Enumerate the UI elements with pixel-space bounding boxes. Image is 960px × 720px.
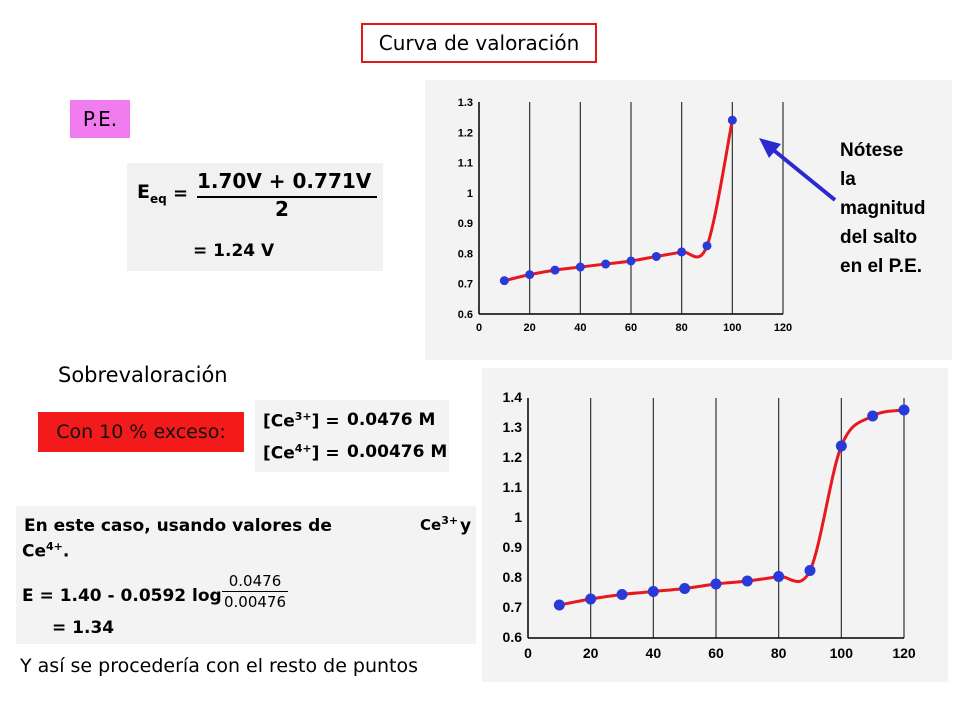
y-tick-label: 0.7 (503, 599, 523, 615)
data-point (553, 599, 565, 611)
y-tick-label: 1.1 (503, 479, 523, 495)
y-tick-label: 1.4 (503, 389, 523, 405)
eq-fraction-bar (197, 196, 377, 198)
eq-denominator: 2 (275, 197, 289, 221)
data-point (773, 571, 785, 582)
titration-chart-1: 0.6 0.7 0.8 0.9 1 1.1 1.2 1.3 0 20 40 60 80 100 120 Nót… (425, 80, 952, 360)
caso-formula: E = 1.40 - 0.0592 log (22, 586, 222, 606)
y-tick-label: 0.9 (503, 539, 523, 555)
x-tick-label: 60 (708, 645, 724, 661)
conc-ce4: [Ce4+] = 0.00476 M (263, 442, 448, 464)
y-tick-label: 1.2 (503, 449, 523, 465)
titration-curve (559, 408, 905, 607)
caso-result: = 1.34 (52, 618, 115, 638)
annotation-line: del salto (840, 227, 917, 248)
data-point (651, 251, 661, 261)
data-point (601, 259, 611, 269)
caso-ce4: Ce4+. (22, 540, 70, 562)
data-point (550, 265, 560, 275)
data-point (647, 586, 659, 597)
y-tick-label: 0.9 (458, 218, 473, 230)
data-point (898, 404, 910, 416)
data-point (626, 256, 636, 266)
annotation-arrow (769, 146, 837, 202)
data-point (616, 589, 628, 600)
annotation-line: Nótese (840, 140, 903, 161)
titration-chart-2-svg: 0.6 0.7 0.8 0.9 1 1.1 1.2 1.3 1.4 0 20 40 60 80 100 120 (503, 389, 916, 661)
caso-ce3: Ce3+ (420, 514, 459, 534)
x-tick-label: 0 (524, 645, 532, 661)
eq-result: = 1.24 V (193, 241, 275, 261)
data-point (525, 270, 535, 280)
data-point (867, 410, 879, 422)
data-point (575, 262, 585, 272)
y-tick-label: 1 (514, 509, 522, 525)
data-point (679, 583, 691, 594)
annotation-line: la (840, 169, 856, 190)
data-point (727, 115, 737, 125)
y-tick-label: 1 (467, 188, 473, 200)
pe-label: P.E. (70, 100, 130, 138)
data-point (499, 276, 509, 286)
titration-chart-2: 0.6 0.7 0.8 0.9 1 1.1 1.2 1.3 1.4 0 20 40 60 80 100 120 (482, 368, 948, 682)
sobrevaloracion-label: Sobrevaloración (58, 363, 228, 387)
y-tick-label: 0.7 (458, 279, 473, 291)
slide-title: Curva de valoración (361, 23, 597, 63)
y-tick-label: 0.6 (503, 629, 523, 645)
data-point (710, 578, 722, 590)
data-point (702, 241, 712, 251)
x-tick-label: 60 (625, 322, 637, 334)
x-tick-label: 80 (676, 322, 688, 334)
y-tick-label: 1.1 (458, 158, 473, 170)
exceso-label: Con 10 % exceso: (38, 412, 244, 452)
annotation-arrowhead (759, 138, 781, 158)
caso-frac-num: 0.0476 (228, 572, 282, 590)
y-tick-label: 1.3 (503, 419, 523, 435)
y-tick-label: 0.8 (458, 248, 473, 260)
x-tick-label: 40 (646, 645, 662, 661)
annotation-line: magnitud (840, 198, 926, 219)
y-tick-label: 1.3 (458, 97, 473, 109)
x-tick-label: 120 (774, 322, 792, 334)
data-point (677, 247, 687, 257)
footer-note: Y así se procedería con el resto de punt… (20, 655, 419, 677)
caso-frac-den: 0.00476 (223, 593, 287, 611)
y-tick-label: 0.6 (458, 309, 473, 321)
x-tick-label: 80 (771, 645, 787, 661)
x-tick-label: 0 (476, 322, 482, 334)
sobrevaloracion-calculation: En este caso, usando valores de Ce3+ y C… (16, 506, 476, 644)
x-tick-label: 20 (524, 322, 536, 334)
equivalence-equation: Eeq = 1.70V + 0.771V 2 = 1.24 V (127, 163, 383, 271)
x-tick-label: 100 (830, 645, 854, 661)
x-tick-label: 100 (723, 322, 741, 334)
data-point (835, 440, 847, 452)
caso-line1: En este caso, usando valores de (24, 516, 332, 536)
x-tick-label: 40 (574, 322, 586, 334)
eq-lhs: Eeq (137, 181, 167, 206)
caso-fraction: 0.0476 0.00476 (222, 572, 288, 611)
x-tick-label: 20 (583, 645, 599, 661)
eq-numerator: 1.70V + 0.771V (197, 169, 372, 193)
data-point (585, 593, 597, 605)
concentrations-panel: [Ce3+] = 0.0476 M [Ce4+] = 0.00476 M (255, 400, 449, 472)
x-tick-label: 120 (892, 645, 916, 661)
data-point (804, 565, 816, 576)
titration-curve (503, 119, 734, 283)
caso-frac-bar (222, 591, 288, 592)
conc-ce3: [Ce3+] = 0.0476 M (263, 410, 436, 432)
y-tick-label: 1.2 (458, 127, 473, 139)
caso-y: y (460, 516, 472, 536)
y-tick-label: 0.8 (503, 569, 523, 585)
data-point (741, 575, 753, 587)
titration-chart-1-svg: 0.6 0.7 0.8 0.9 1 1.1 1.2 1.3 0 20 40 60 80 100 120 Nót… (458, 97, 926, 334)
annotation-line: en el P.E. (840, 256, 922, 277)
eq-equals: = (173, 183, 189, 204)
